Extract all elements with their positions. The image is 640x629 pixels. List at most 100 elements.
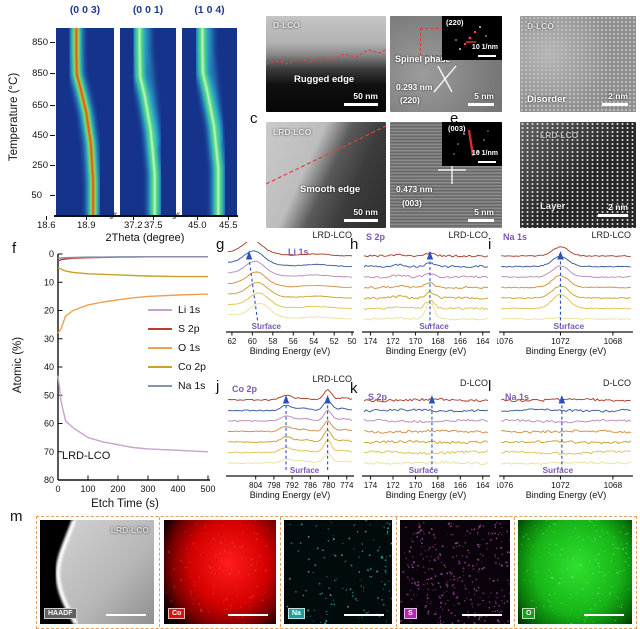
xrd-xtick: 18.9 [77, 220, 96, 231]
scalebar [598, 214, 628, 217]
f-x-axis-label: Etch Time (s) [91, 498, 159, 510]
xps-spectra: Surface 174 172 170 168 166 164 [362, 395, 490, 490]
svg-text:1068: 1068 [604, 337, 623, 346]
eds-badge-na: Na [288, 608, 305, 619]
eds-badge-haadf: HAADF [44, 608, 77, 619]
legend-label: Na 1s [178, 379, 206, 392]
axis-tick [50, 135, 55, 136]
svg-text:174: 174 [364, 481, 378, 490]
xrd-ytick: 850 [32, 37, 48, 48]
rugged-edge-line [266, 48, 386, 65]
tem-image-smooth: LRD-LCO Smooth edge 50 nm [266, 122, 386, 228]
xrd-xtick: 45.5 [219, 220, 238, 231]
tem-image-layer: LRD-LCO Layer 2 nm [520, 122, 636, 228]
tem-note: Layer [540, 201, 566, 212]
svg-text:786: 786 [304, 481, 318, 490]
axis-break-mark: ∕∕ [112, 211, 116, 222]
svg-text:166: 166 [454, 481, 468, 490]
fft-spots [453, 129, 489, 157]
svg-text:1076: 1076 [497, 337, 514, 346]
xrd-ytick: 250 [32, 160, 48, 171]
legend-swatch [148, 346, 172, 349]
axis-tick [50, 195, 55, 196]
tem-image-rugged: D-LCO Rugged edge 50 nm [266, 16, 386, 112]
eds-badge-o: O [522, 608, 536, 619]
xrd-ytick: 650 [32, 100, 48, 111]
svg-text:58: 58 [268, 337, 277, 346]
xps-spectra: Surface 62 60 58 56 54 52 50 [226, 242, 356, 346]
eds-sample-label: LRD-LCO [110, 525, 149, 535]
xrd-heatmap-strip-001 [120, 22, 176, 221]
scalebar-label: 2 nm [608, 91, 628, 101]
svg-text:56: 56 [289, 337, 298, 346]
xps-panel-na1s-dlco: D-LCO Na 1s Surface 1076 1072 1068 Binding … [497, 374, 635, 508]
legend-row: Na 1s [148, 376, 206, 395]
axis-tick [86, 216, 87, 220]
xps-sample-label: LRD-LCO [312, 374, 352, 384]
xps-x-axis-label: Binding Energy (eV) [525, 490, 607, 500]
tem-sample-label: D-LCO [527, 21, 554, 31]
xps-spectra: Surface 804 798 792 786 780 774 [226, 389, 354, 490]
svg-text:170: 170 [409, 481, 423, 490]
co-speckles [165, 520, 276, 624]
xrd-xtick: 18.6 [37, 220, 56, 231]
panel-letter-m: m [10, 508, 23, 525]
eds-scalebar [584, 613, 624, 616]
s-speckles [400, 521, 510, 624]
legend-swatch [148, 327, 172, 330]
xps-species-label: S 2p [368, 392, 388, 402]
scalebar-label: 5 nm [474, 91, 494, 101]
svg-text:1076: 1076 [497, 481, 514, 490]
scalebar-label: 50 nm [353, 207, 378, 217]
svg-text:500: 500 [200, 484, 215, 494]
xps-species-label: Na 1s [505, 392, 530, 402]
svg-text:Surface: Surface [554, 322, 585, 331]
axis-tick [46, 216, 47, 220]
legend-row: S 2p [148, 319, 206, 338]
xrd-x-axis-line [54, 215, 238, 217]
svg-text:Surface: Surface [409, 466, 439, 475]
d-spacing-label: 0.473 nm [396, 184, 433, 194]
tem-sample-label: LRD-LCO [540, 130, 579, 140]
miller-label-104: (1 0 4) [194, 4, 225, 16]
svg-text:60: 60 [248, 337, 257, 346]
svg-text:20: 20 [44, 306, 54, 316]
lattice-cross-mark [433, 65, 457, 93]
eds-badge-co: Co [168, 608, 186, 619]
xps-species-label: S 2p [366, 232, 386, 242]
axis-tick [50, 42, 55, 43]
xrd-xtick: 45.0 [188, 220, 207, 231]
axis-tick [133, 216, 134, 220]
xrd-xtick: 37.5 [144, 220, 163, 231]
svg-text:1072: 1072 [551, 337, 570, 346]
eds-separator [396, 517, 397, 627]
svg-text:40: 40 [44, 362, 54, 372]
tem-note: Rugged edge [294, 74, 355, 85]
panel-letter-i: i [488, 236, 492, 253]
svg-text:54: 54 [309, 337, 318, 346]
legend-label: Co 2p [178, 360, 207, 373]
xps-sample-label: LRD-LCO [591, 230, 631, 240]
svg-text:168: 168 [431, 481, 445, 490]
xps-spectra: Surface 174 172 170 168 166 164 [362, 251, 490, 346]
xps-sample-label: D-LCO [602, 378, 631, 388]
miller-label-003: (0 0 3) [69, 4, 101, 16]
eds-scalebar [344, 613, 384, 616]
o-speckles [521, 520, 631, 624]
miller-label-001: (0 0 1) [132, 4, 164, 16]
axis-tick [50, 105, 55, 106]
xps-panel-na1s-lrd: LRD-LCO Na 1s Surface 1076 1072 1068 Bindin… [497, 230, 635, 362]
axis-tick [50, 73, 55, 74]
svg-text:Surface: Surface [542, 466, 573, 475]
fft-scalebar [478, 55, 496, 57]
xrd-y-axis-label: Temperature (°C) [8, 72, 20, 162]
svg-text:50: 50 [44, 390, 54, 400]
eds-scalebar [228, 613, 268, 616]
scalebar-label: 2 nm [608, 202, 628, 212]
haadf-particle [40, 520, 154, 624]
fft-spots [455, 26, 487, 50]
plane-label: (003) [402, 198, 422, 208]
svg-text:166: 166 [454, 337, 468, 346]
legend-label: S 2p [178, 322, 200, 335]
